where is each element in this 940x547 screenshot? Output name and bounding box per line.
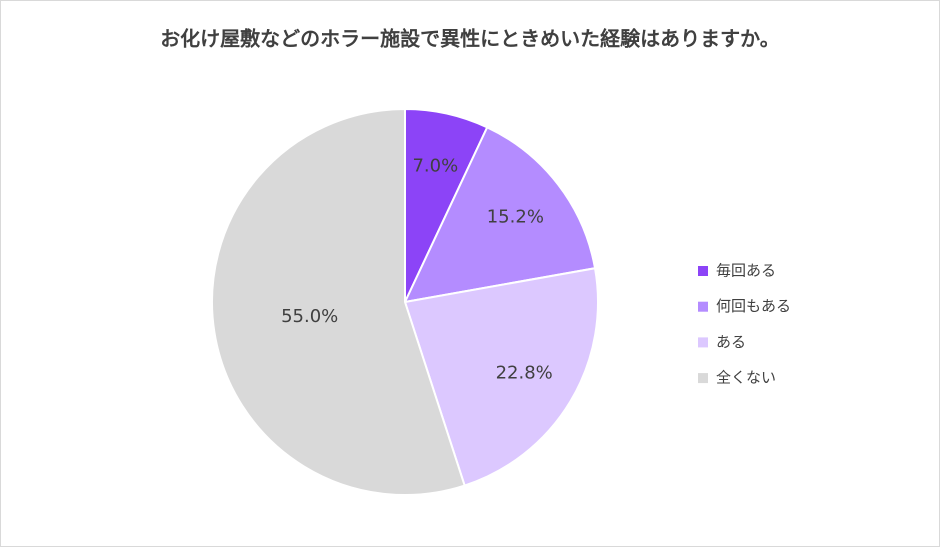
- legend-swatch: [698, 266, 708, 276]
- legend-label: 何回もある: [716, 297, 791, 315]
- legend-swatch: [698, 337, 708, 348]
- data-label: 7.0%: [412, 155, 458, 176]
- legend-swatch: [698, 301, 708, 312]
- legend-label: 全くない: [716, 369, 776, 387]
- legend-label: ある: [716, 333, 746, 351]
- data-label: 55.0%: [281, 306, 338, 327]
- pie-slice: [403, 267, 599, 487]
- legend-label: 毎回ある: [716, 262, 776, 280]
- pie-slice: [211, 107, 466, 496]
- chart-title: お化け屋敷などのホラー施設で異性にときめいた経験はありますか。: [160, 27, 780, 51]
- pie-slice: [403, 126, 597, 304]
- legend-swatch: [698, 373, 708, 384]
- data-label: 15.2%: [487, 207, 544, 228]
- data-label: 22.8%: [496, 362, 553, 383]
